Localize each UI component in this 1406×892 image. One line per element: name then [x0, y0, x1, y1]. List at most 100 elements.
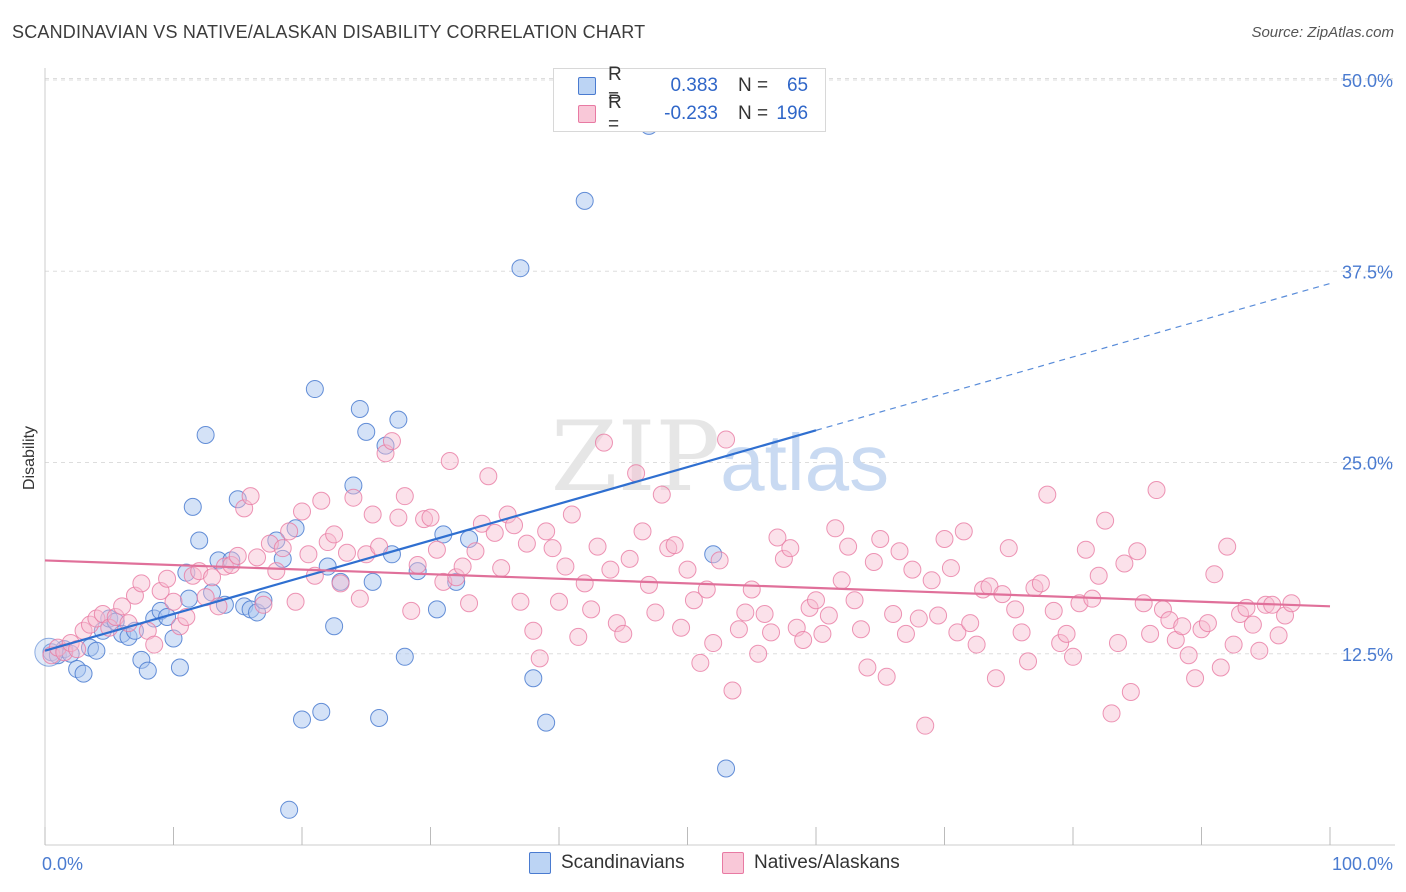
- native-point: [736, 603, 755, 622]
- native-point: [1121, 683, 1140, 701]
- y-tick-label: 37.5%: [1342, 262, 1393, 282]
- legend-swatch-blue: [578, 77, 596, 95]
- native-point: [1108, 634, 1127, 653]
- watermark-zip: ZIP: [551, 401, 720, 513]
- native-point: [1044, 601, 1063, 620]
- native-point: [916, 716, 935, 735]
- native-point: [749, 644, 768, 663]
- native-point: [170, 617, 189, 636]
- native-point: [241, 487, 260, 506]
- native-point: [395, 487, 414, 506]
- native-point: [1012, 623, 1031, 642]
- native-point: [145, 635, 164, 654]
- native-point: [588, 537, 607, 556]
- native-point: [961, 614, 980, 633]
- scandinavian-point: [447, 572, 466, 591]
- native-point: [113, 597, 132, 616]
- native-point: [299, 545, 318, 564]
- scandinavian-point: [196, 425, 215, 444]
- native-point: [768, 528, 787, 547]
- native-point: [511, 592, 530, 611]
- native-point: [530, 649, 549, 668]
- x-tick-label: 0.0%: [42, 854, 83, 874]
- watermark-atlas: atlas: [720, 418, 889, 507]
- scandinavian-point: [254, 591, 273, 610]
- native-point: [986, 669, 1005, 688]
- y-tick-label: 50.0%: [1342, 71, 1393, 91]
- native-point: [794, 630, 813, 649]
- native-point: [447, 568, 466, 587]
- native-point: [331, 574, 350, 593]
- scandinavian-point: [179, 589, 198, 608]
- watermark: ZIPatlas: [551, 401, 889, 513]
- native-point: [1089, 566, 1108, 585]
- native-point: [678, 560, 697, 579]
- scandinavian-point: [280, 800, 299, 819]
- native-point: [967, 635, 986, 654]
- scandinavian-point: [363, 572, 382, 591]
- scandinavian-point: [389, 410, 408, 429]
- tick-labels: 12.5% 25.0% 37.5% 50.0% 0.0% 100.0%: [42, 71, 1393, 874]
- native-point: [1269, 626, 1288, 645]
- legend-n-value: 65: [786, 75, 809, 96]
- scandinavian-point: [717, 759, 736, 778]
- native-point: [646, 603, 665, 622]
- native-point: [1243, 615, 1262, 634]
- native-point: [665, 536, 684, 555]
- native-point: [222, 556, 241, 575]
- native-point: [582, 600, 601, 619]
- scandinavian-point: [511, 259, 530, 278]
- legend-r-label: R =: [608, 92, 622, 135]
- native-point: [1006, 600, 1025, 619]
- native-point: [524, 621, 543, 640]
- scandinavian-point: [74, 664, 93, 683]
- native-point: [1064, 647, 1082, 666]
- native-point: [344, 488, 363, 507]
- native-point: [537, 522, 556, 541]
- scandinavian-point: [344, 476, 363, 495]
- native-point: [774, 549, 793, 568]
- native-point: [929, 606, 948, 625]
- scandinavian-point: [357, 422, 376, 441]
- native-point: [922, 571, 941, 590]
- native-point: [941, 559, 960, 578]
- native-point: [325, 525, 344, 544]
- native-point: [819, 606, 838, 625]
- native-point: [896, 624, 915, 643]
- scandinavian-point-cluster: [34, 637, 64, 667]
- scandinavian-point: [408, 562, 427, 581]
- native-point: [427, 540, 446, 559]
- native-point: [1211, 658, 1230, 677]
- native-point: [1051, 634, 1070, 653]
- native-point: [556, 557, 575, 576]
- native-point: [614, 624, 633, 643]
- native-point: [87, 609, 106, 628]
- scandinavian-point: [305, 380, 324, 399]
- native-point: [1115, 554, 1134, 573]
- native-point: [864, 552, 883, 571]
- native-point: [183, 566, 202, 585]
- natives-trend-line: [44, 559, 1331, 608]
- native-point: [717, 430, 736, 449]
- legend-swatch-pink: [578, 105, 596, 123]
- y-axis-label: Disability: [21, 426, 38, 490]
- native-point: [890, 542, 909, 561]
- native-point: [421, 508, 440, 527]
- native-point: [164, 592, 183, 611]
- native-point: [177, 608, 196, 627]
- native-point: [999, 539, 1018, 558]
- native-point: [877, 667, 896, 686]
- native-point: [1205, 565, 1224, 584]
- native-point: [807, 591, 825, 610]
- native-point: [704, 634, 723, 653]
- legend-n-label: N =: [738, 75, 769, 96]
- native-point: [858, 658, 877, 677]
- scandinavian-point: [138, 661, 157, 680]
- native-point: [408, 556, 427, 575]
- native-point: [460, 594, 479, 613]
- scandinavian-point: [158, 608, 177, 627]
- native-point: [1147, 481, 1166, 500]
- native-point: [742, 580, 761, 599]
- native-point: [382, 432, 401, 451]
- native-point: [575, 574, 594, 593]
